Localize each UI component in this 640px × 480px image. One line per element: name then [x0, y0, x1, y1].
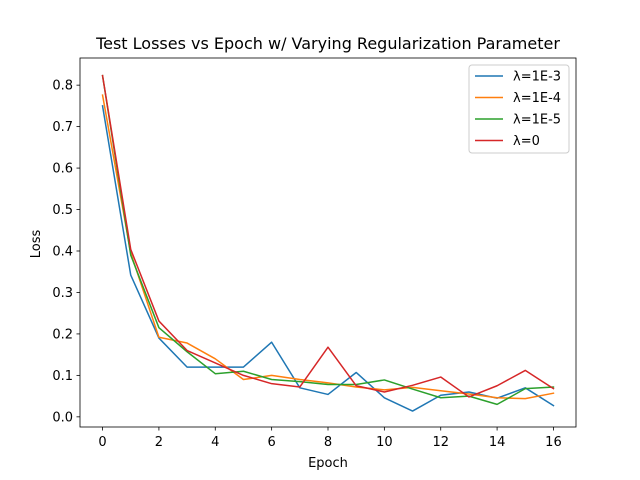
- series-line-0: [101, 105, 555, 412]
- legend: λ=1E-3 λ=1E-4 λ=1E-5 λ=0: [468, 64, 570, 154]
- legend-box: [468, 64, 570, 154]
- x-tick-label: 10: [376, 435, 393, 450]
- x-tick-label: 8: [324, 435, 332, 450]
- x-tick-label: 14: [489, 435, 506, 450]
- x-axis-title: Epoch: [308, 456, 348, 471]
- y-tick-label: 0.8: [52, 79, 73, 94]
- series-line-3: [101, 74, 555, 398]
- chart-title: Test Losses vs Epoch w/ Varying Regulari…: [95, 34, 560, 53]
- legend-label-2: λ=1E-5: [513, 113, 561, 128]
- x-tick-label: 4: [211, 435, 219, 450]
- y-tick-label: 0.5: [52, 203, 73, 218]
- y-tick-label: 0.2: [52, 327, 73, 342]
- plot-area: 0 2 4 6 8 10 12 14 16 0.0 0.1 0.2 0.3 0.4 0.5 0.6 0.7 0.8: [52, 57, 577, 450]
- x-tick-label: 0: [98, 435, 106, 450]
- series-line-2: [101, 74, 555, 406]
- y-tick-label: 0.0: [52, 410, 73, 425]
- legend-label-3: λ=0: [513, 134, 540, 149]
- y-tick-label: 0.3: [52, 286, 73, 301]
- legend-label-1: λ=1E-4: [513, 91, 561, 106]
- x-tick-label: 2: [155, 435, 163, 450]
- y-tick-label: 0.6: [52, 162, 73, 177]
- y-axis-title: Loss: [29, 230, 44, 259]
- x-tick-label: 6: [267, 435, 275, 450]
- legend-label-0: λ=1E-3: [513, 70, 561, 85]
- y-tick-label: 0.7: [52, 120, 73, 135]
- y-tick-label: 0.4: [52, 244, 73, 259]
- x-tick-label: 16: [545, 435, 562, 450]
- y-tick-label: 0.1: [52, 369, 73, 384]
- x-tick-label: 12: [432, 435, 449, 450]
